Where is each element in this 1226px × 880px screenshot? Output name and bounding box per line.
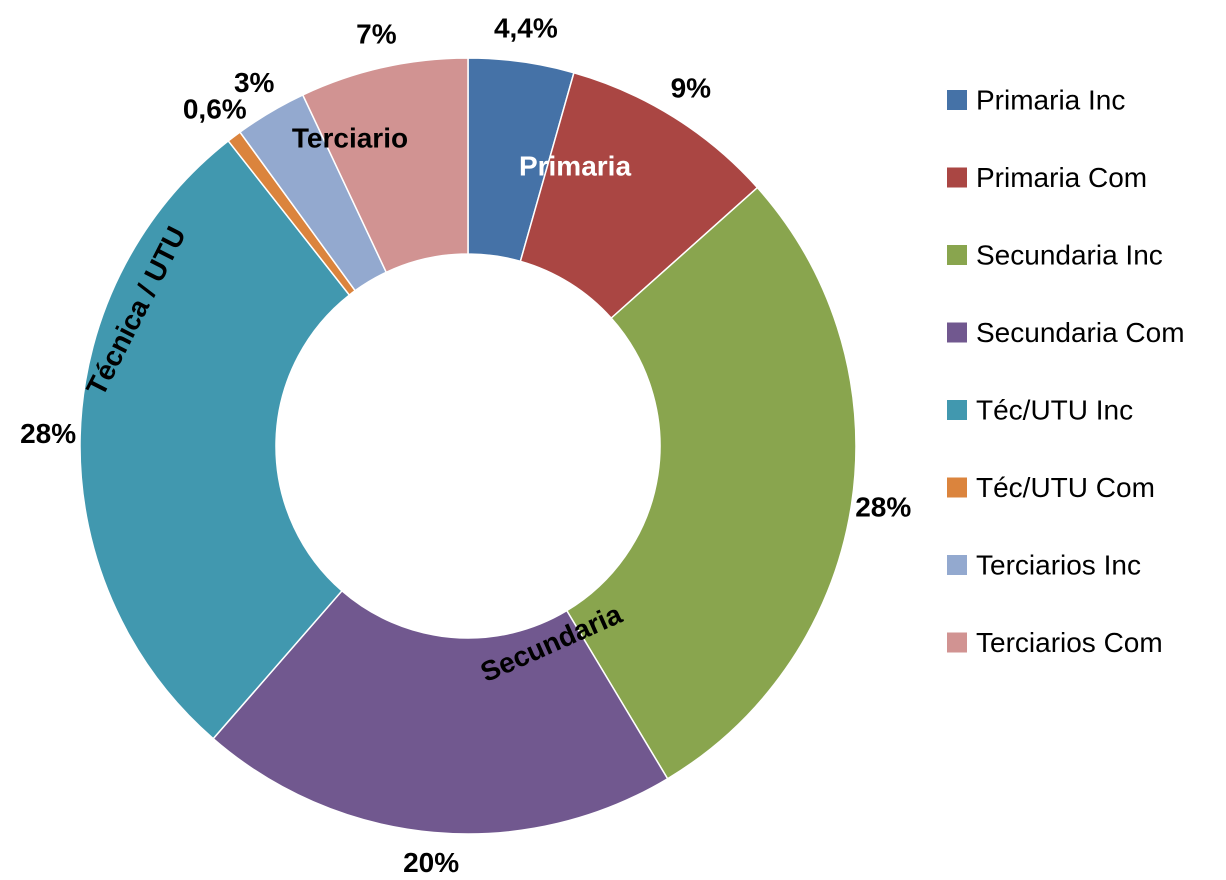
legend-swatch	[947, 167, 967, 188]
legend: Primaria Inc Primaria Com Secundaria Inc Se…	[947, 84, 1185, 658]
legend-swatch	[947, 400, 967, 420]
legend-swatch	[947, 90, 967, 110]
value-label: 0,6%	[183, 93, 247, 124]
legend-label: Terciarios Com	[976, 627, 1163, 658]
labels: 4,4% 9% 28% 20% 28% 0,6%3% 7%	[20, 12, 911, 877]
value-label: 7%	[356, 19, 397, 50]
value-label: 3%	[234, 67, 275, 98]
value-label: 28%	[20, 418, 76, 449]
slices	[79, 57, 857, 835]
value-label: 28%	[855, 491, 911, 522]
annotation: Terciario	[292, 122, 408, 153]
legend-label: Primaria Inc	[976, 84, 1125, 115]
value-label: 20%	[403, 847, 459, 878]
legend-swatch	[947, 477, 967, 498]
slice	[301, 57, 469, 274]
legend-label: Primaria Com	[976, 162, 1147, 193]
annotation: Primaria	[519, 150, 631, 181]
legend-label: Téc/UTU Com	[976, 472, 1155, 503]
legend-swatch	[947, 555, 967, 575]
value-label: 9%	[671, 72, 712, 103]
legend-swatch	[947, 632, 967, 653]
slice	[212, 589, 669, 835]
slice	[565, 186, 857, 780]
slice	[79, 139, 351, 740]
legend-label: Terciarios Inc	[976, 549, 1141, 580]
legend-swatch	[947, 245, 967, 265]
value-label: 4,4%	[494, 12, 558, 43]
legend-swatch	[947, 322, 967, 343]
legend-label: Secundaria Inc	[976, 239, 1163, 270]
legend-label: Téc/UTU Inc	[976, 394, 1133, 425]
legend-label: Secundaria Com	[976, 317, 1185, 348]
